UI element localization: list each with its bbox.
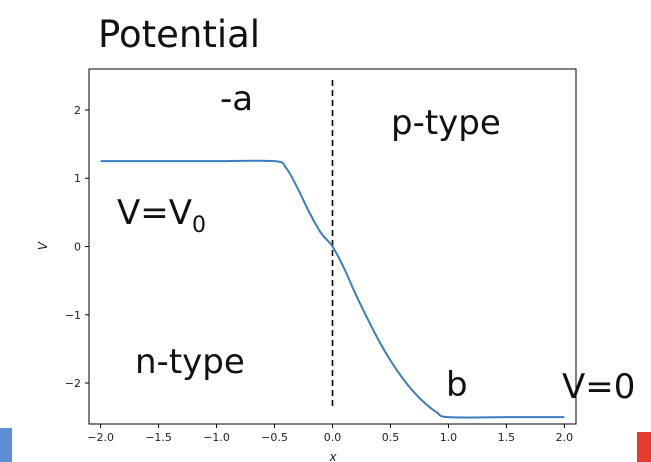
y-tick-label: −2 (65, 377, 81, 390)
x-tick-label: −0.5 (261, 431, 288, 444)
annotation-v-equals-0: V=0 (562, 367, 635, 407)
y-tick-label: −1 (65, 309, 81, 322)
x-tick-label: 2.0 (556, 431, 574, 444)
annotation-b: b (446, 365, 468, 405)
right-edge-fragment (637, 432, 651, 462)
annotation-n-type: n-type (135, 342, 245, 382)
v-eq-main: V=V (117, 193, 192, 233)
annotation-v-equals-v0: V=V0 (117, 193, 206, 238)
x-axis-ticks: −2.0 −1.5 −1.0 −0.5 0.0 0.5 1.0 1.5 2.0 (87, 424, 573, 444)
x-tick-label: 0.5 (382, 431, 400, 444)
y-tick-label: 0 (74, 241, 81, 254)
series-layer (100, 159, 565, 419)
x-axis-label: x (328, 450, 337, 462)
potential-curve (100, 159, 565, 419)
v-eq-subscript: 0 (192, 213, 206, 238)
y-axis-ticks: 2 1 0 −1 −2 (65, 104, 89, 390)
y-tick-label: 1 (74, 172, 81, 185)
y-tick-label: 2 (74, 104, 81, 117)
x-tick-label: 0.0 (324, 431, 342, 444)
y-axis-label: V (36, 241, 50, 250)
chart-title: Potential (98, 13, 260, 56)
x-tick-label: 1.5 (498, 431, 516, 444)
x-tick-label: −1.5 (145, 431, 172, 444)
annotation-minus-a: -a (220, 79, 253, 119)
x-tick-label: 1.0 (440, 431, 458, 444)
x-tick-label: −1.0 (203, 431, 230, 444)
x-tick-label: −2.0 (87, 431, 114, 444)
left-edge-fragment (0, 428, 12, 462)
annotation-p-type: p-type (391, 103, 501, 143)
